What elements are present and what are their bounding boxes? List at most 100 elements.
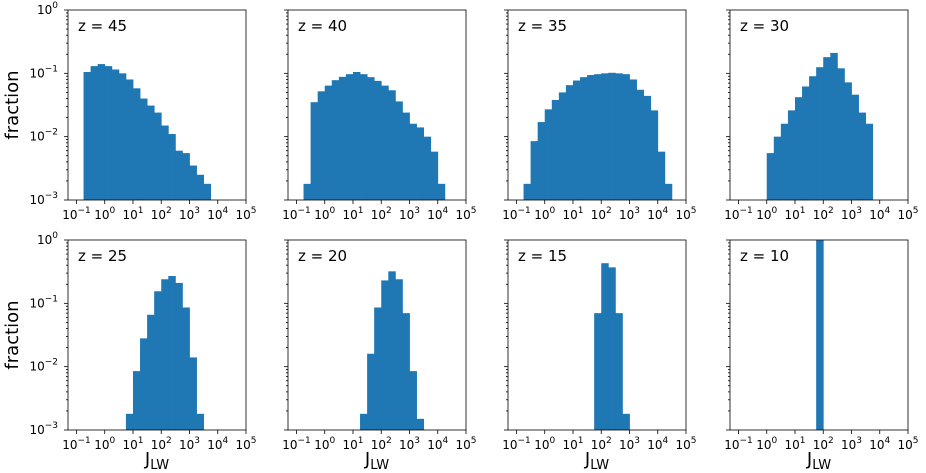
histogram-bar — [523, 183, 532, 200]
histogram-bar — [360, 413, 368, 430]
x-axis-label: JLW — [584, 449, 609, 473]
histogram-bar — [168, 276, 176, 430]
x-tick-label: 103 — [399, 436, 420, 452]
histogram-bar — [551, 99, 560, 200]
histogram-bar — [360, 74, 368, 200]
x-tick-label: 104 — [647, 206, 668, 222]
y-tick-label: 100 — [37, 231, 58, 247]
axes-frame — [287, 239, 467, 431]
histogram-bar — [572, 80, 581, 200]
histogram-bar — [650, 110, 659, 200]
x-axis-label: JLW — [144, 449, 169, 473]
x-axis-label: JLW — [364, 449, 389, 473]
histogram-bar — [787, 110, 796, 200]
panel-title: z = 35 — [518, 17, 567, 35]
histogram-bar — [104, 66, 113, 201]
histogram-bar — [409, 123, 417, 200]
panel-title: z = 15 — [518, 247, 567, 265]
histogram-bar — [374, 307, 382, 430]
histogram-bar — [773, 136, 782, 200]
histogram-bar — [175, 150, 183, 200]
histogram-bar — [865, 123, 874, 200]
panel-title: z = 30 — [740, 17, 789, 35]
y-tick-label: 10−2 — [29, 128, 58, 144]
histogram-bar — [388, 90, 396, 200]
x-tick-label: 101 — [122, 436, 143, 452]
histogram-bar — [544, 109, 553, 200]
histogram-bar — [374, 80, 382, 200]
histogram-bar — [381, 85, 389, 200]
x-tick-label: 100 — [94, 436, 115, 452]
x-tick-label: 102 — [371, 436, 392, 452]
subplot-z30: 10−1 100 101 102 103 104 105 z = 30 — [724, 9, 919, 222]
histogram-bar — [196, 174, 205, 200]
y-tick-label: 10−3 — [29, 191, 58, 207]
x-tick-label: 105 — [897, 436, 918, 452]
histogram-bar — [367, 353, 375, 430]
axes-frame — [507, 239, 687, 431]
x-tick-label: 102 — [371, 206, 392, 222]
x-tick-label: 105 — [455, 436, 476, 452]
histogram-bar — [565, 85, 574, 200]
panel-title: z = 40 — [298, 17, 347, 35]
histogram-bar — [537, 122, 546, 200]
x-tick-label: 100 — [534, 206, 555, 222]
panel-title: z = 10 — [740, 247, 789, 265]
histogram-bar — [830, 52, 838, 200]
histogram-bar — [175, 282, 183, 430]
x-tick-label: 10−1 — [62, 206, 91, 222]
x-tick-label: 101 — [784, 436, 805, 452]
histogram-bar — [132, 88, 141, 200]
x-tick-label: 10−1 — [62, 436, 91, 452]
histogram-bar — [416, 418, 425, 430]
histogram-bar — [851, 94, 859, 200]
histogram-bar — [437, 183, 446, 200]
x-tick-label: 104 — [869, 436, 890, 452]
panel-title: z = 45 — [78, 17, 127, 35]
histogram-bar — [203, 183, 212, 200]
histogram-bar — [844, 82, 852, 200]
histogram-bar — [766, 153, 775, 200]
x-tick-label: 101 — [562, 436, 583, 452]
histogram-bar — [423, 136, 432, 200]
histogram-bar — [140, 98, 148, 200]
histogram-bar — [809, 76, 817, 200]
x-tick-label: 10−1 — [724, 206, 753, 222]
subplot-z10: 10−1 100 101 102 103 104 105 z = 10 JLW — [724, 239, 919, 473]
histogram-bar — [395, 279, 403, 430]
histogram-bar — [608, 72, 616, 200]
histogram-bar — [601, 263, 609, 430]
histogram-bar — [367, 77, 375, 200]
x-tick-label: 105 — [675, 436, 696, 452]
x-tick-label: 103 — [841, 436, 862, 452]
histogram-bar — [594, 313, 602, 430]
x-tick-label: 105 — [235, 436, 256, 452]
axes-frame — [507, 9, 687, 201]
x-tick-label: 100 — [314, 436, 335, 452]
histogram-bar — [657, 151, 666, 200]
histogram-bar — [794, 97, 803, 200]
histogram-bar — [608, 267, 616, 430]
histogram-bar — [118, 73, 127, 200]
histogram-bar — [816, 67, 824, 200]
subplot-z35: 10−1 100 101 102 103 104 105 z = 35 — [502, 9, 697, 222]
x-tick-label: 10−1 — [282, 206, 311, 222]
histogram-bar — [664, 183, 673, 200]
x-tick-label: 10−1 — [282, 436, 311, 452]
x-tick-label: 103 — [841, 206, 862, 222]
axes-frame — [287, 9, 467, 201]
x-tick-label: 100 — [756, 436, 777, 452]
x-axis-label: JLW — [806, 449, 831, 473]
x-tick-label: 103 — [179, 206, 200, 222]
x-tick-label: 102 — [591, 206, 612, 222]
x-tick-label: 101 — [562, 206, 583, 222]
y-tick-label: 10−1 — [29, 64, 58, 80]
x-tick-label: 105 — [455, 206, 476, 222]
x-tick-label: 104 — [427, 206, 448, 222]
histogram-bar — [147, 105, 155, 200]
histogram-bar — [125, 413, 134, 430]
histogram-bar — [558, 92, 567, 200]
histogram-bar — [629, 79, 637, 200]
histogram-bar — [189, 165, 197, 200]
